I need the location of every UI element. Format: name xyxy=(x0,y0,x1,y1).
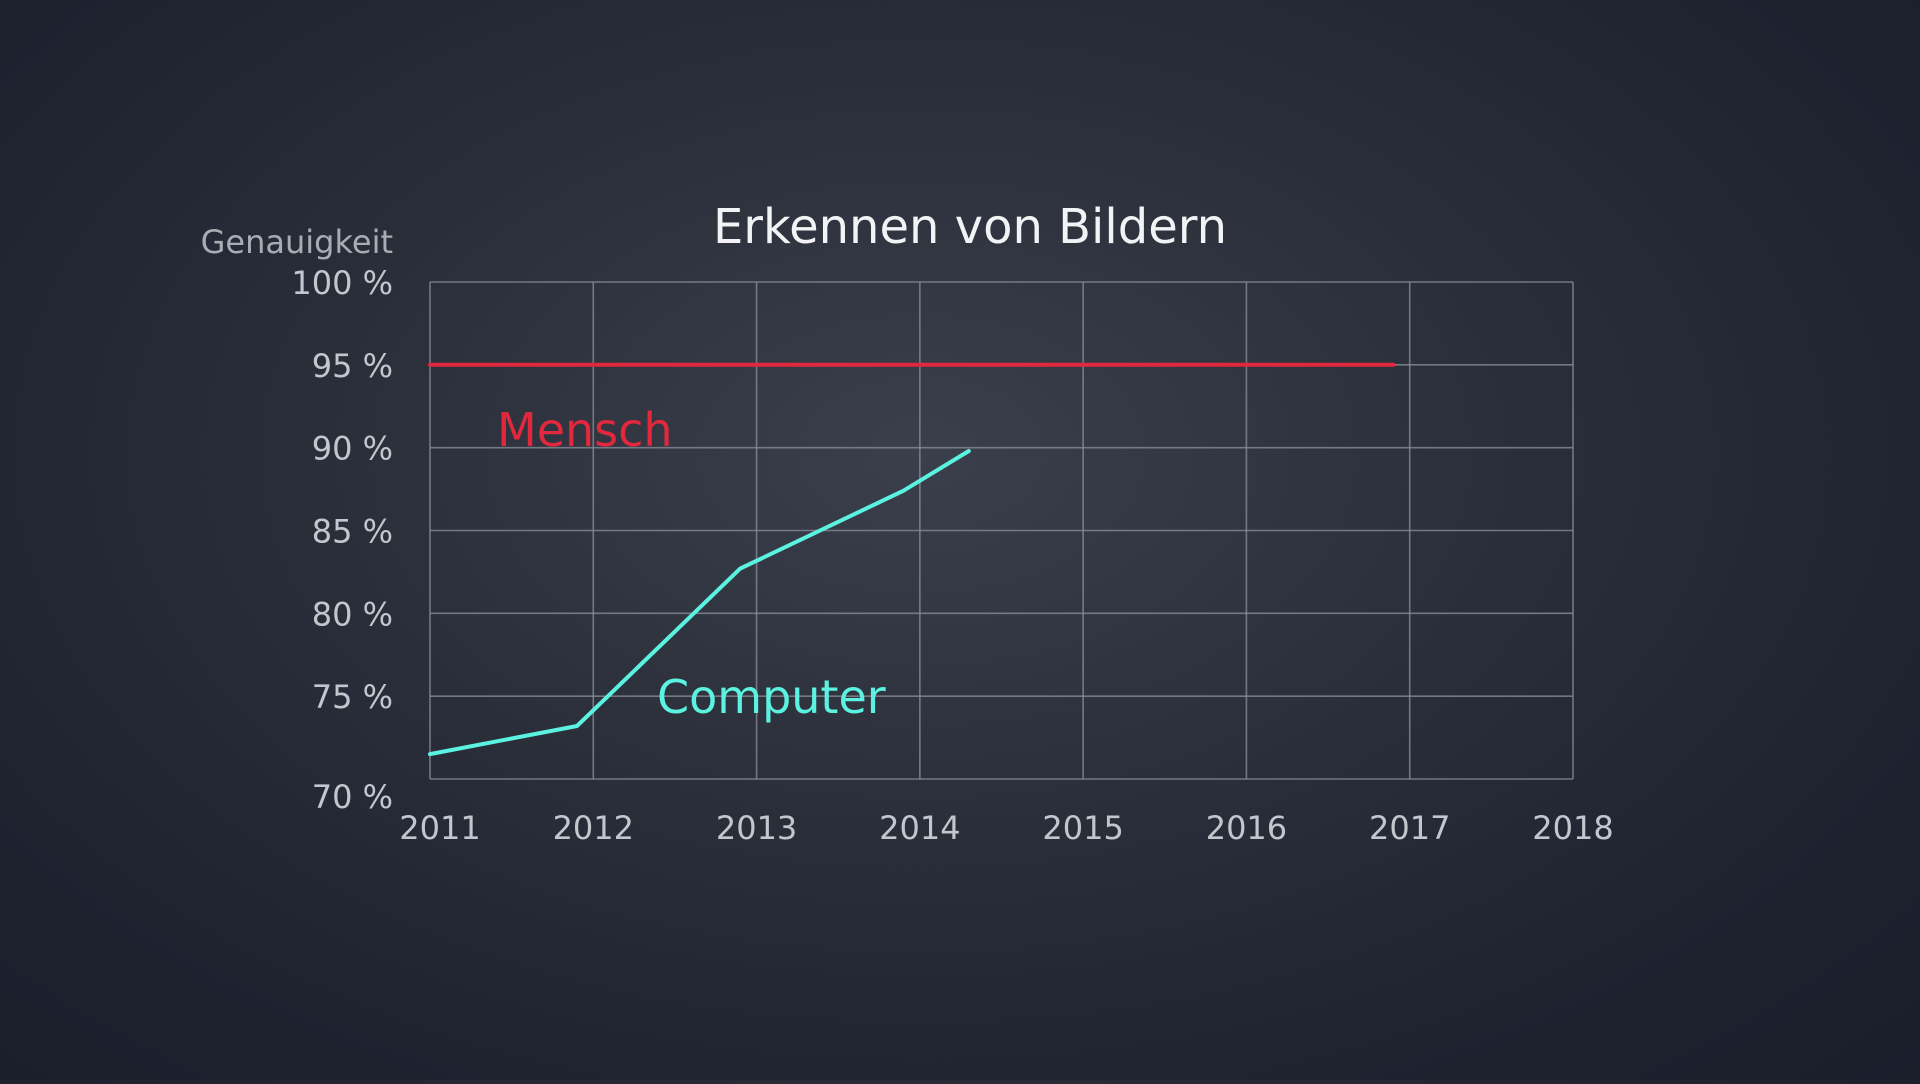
y-tick-label: 70 % xyxy=(312,778,393,816)
series-label-mensch: Mensch xyxy=(497,403,673,457)
y-tick-label: 85 % xyxy=(312,513,393,551)
x-tick-label: 2014 xyxy=(879,809,960,847)
y-axis-label: Genauigkeit xyxy=(201,223,393,261)
x-tick-label: 2018 xyxy=(1532,809,1613,847)
chart-title: Erkennen von Bildern xyxy=(713,199,1227,255)
x-tick-label: 2016 xyxy=(1206,809,1287,847)
axis-ticks: 2011 2012 2013 2014 2015 2016 2017 2018 100 % 95 … xyxy=(291,264,1613,847)
x-tick-label: 2011 xyxy=(399,809,480,847)
x-tick-label: 2017 xyxy=(1369,809,1450,847)
series-layer: Mensch Computer xyxy=(428,362,1396,757)
y-tick-label: 80 % xyxy=(312,595,393,633)
y-tick-label: 90 % xyxy=(312,430,393,468)
y-tick-label: 100 % xyxy=(291,264,393,302)
x-tick-label: 2013 xyxy=(716,809,797,847)
x-tick-label: 2015 xyxy=(1042,809,1123,847)
x-tick-label: 2012 xyxy=(553,809,634,847)
series-line-computer xyxy=(428,449,971,757)
series-label-computer: Computer xyxy=(657,670,886,724)
y-tick-label: 95 % xyxy=(312,347,393,385)
y-tick-label: 75 % xyxy=(312,678,393,716)
